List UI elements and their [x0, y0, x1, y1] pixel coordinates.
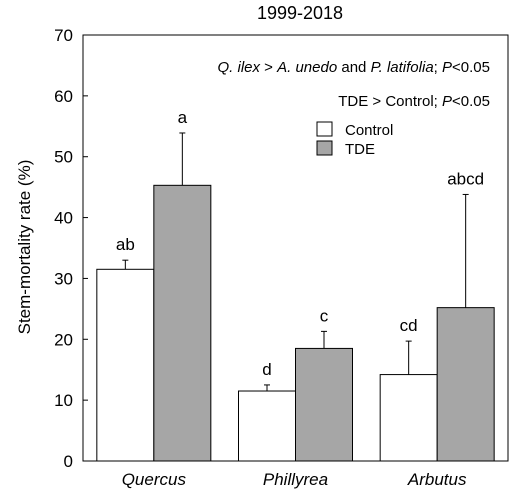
- legend-label-tde: TDE: [345, 141, 375, 158]
- y-tick-label: 60: [54, 87, 73, 106]
- x-category-label: Arbutus: [407, 470, 467, 489]
- y-axis-label: Stem-mortality rate (%): [15, 160, 34, 335]
- significance-letter: d: [262, 360, 271, 379]
- bar-tde: [436, 307, 495, 462]
- annotation-p-symbol: P: [442, 59, 452, 76]
- significance-letter: a: [178, 108, 188, 127]
- annotation-species-comparison: Q. ilex > A. unedo and P. latifolia; P<0…: [218, 59, 491, 76]
- chart-title: 1999-2018: [257, 3, 343, 23]
- bar-tde: [295, 347, 353, 462]
- annotation-separator: ;: [434, 59, 442, 76]
- y-tick-label: 50: [54, 148, 73, 167]
- y-tick-label: 20: [54, 330, 73, 349]
- y-tick-label: 30: [54, 269, 73, 288]
- significance-letter: abcd: [447, 169, 484, 188]
- x-axis-labels: Quercus Phillyrea Arbutus: [122, 470, 467, 489]
- annotation-treatment-p-symbol: P: [442, 93, 452, 110]
- y-tick-label: 10: [54, 391, 73, 410]
- y-tick-label: 40: [54, 209, 73, 228]
- annotation-treatment-text: TDE > Control;: [338, 93, 442, 110]
- legend-swatch-control: [316, 121, 333, 137]
- bars-group: ab a d c cd abcd: [96, 108, 495, 462]
- x-category-label: Quercus: [122, 470, 187, 489]
- y-tick-label: 0: [64, 452, 73, 471]
- y-tick-label: 70: [54, 26, 73, 45]
- annotation-species-3: P. latifolia: [371, 59, 434, 76]
- bar-control: [379, 374, 438, 462]
- x-category-label: Phillyrea: [263, 470, 328, 489]
- significance-letter: ab: [116, 235, 135, 254]
- bar-control: [96, 268, 155, 462]
- legend-label-control: Control: [345, 122, 393, 139]
- y-axis: 0 10 20 30 40 50 60 70: [54, 26, 88, 471]
- legend: Control TDE: [316, 121, 393, 158]
- significance-letter: c: [320, 306, 329, 325]
- legend-swatch-tde: [316, 140, 333, 156]
- annotation-treatment-p-condition: <0.05: [452, 93, 490, 110]
- significance-letter: cd: [400, 316, 418, 335]
- annotation-p-condition: <0.05: [452, 59, 490, 76]
- annotation-species-2: A. unedo: [276, 59, 337, 76]
- annotation-operator: >: [260, 59, 277, 76]
- annotation-treatment-comparison: TDE > Control; P<0.05: [338, 93, 490, 110]
- annotation-and: and: [337, 59, 370, 76]
- annotation-species-1: Q. ilex: [218, 59, 261, 76]
- bar-tde: [153, 184, 212, 462]
- bar-control: [238, 390, 296, 462]
